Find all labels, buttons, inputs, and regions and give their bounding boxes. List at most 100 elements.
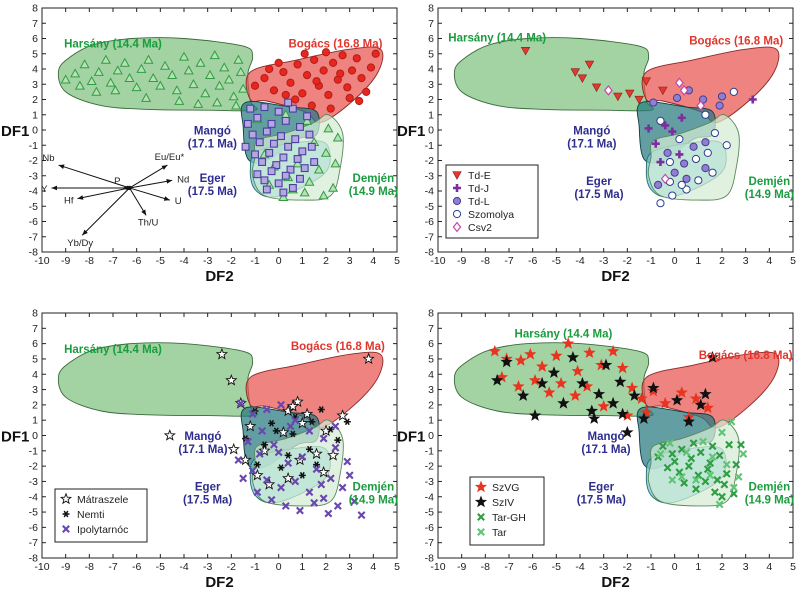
data-point-m-traszele (327, 448, 340, 461)
data-point-tar (734, 472, 743, 481)
y-tick-label: -8 (29, 553, 38, 565)
data-point-ipolytarn-c (305, 488, 314, 497)
x-tick-label: -3 (599, 561, 608, 573)
panel-top-left: -10 -9 -8 -7 -6 -5 -4 -3 -2 -1 0 1 2 3 4 5-8-7-6-5-4-3-… (1, 3, 400, 286)
y-tick-label: -6 (425, 522, 434, 534)
data-point-mang-eger (265, 148, 274, 157)
data-point-hars-ny (219, 62, 230, 72)
data-point-ipolytarn-c (262, 405, 271, 414)
data-point-m-traszele (251, 468, 264, 481)
data-point-tar (718, 428, 726, 437)
data-point-tar-gh (692, 485, 700, 494)
data-point-tar-gh (670, 457, 679, 466)
data-point-szomolya (729, 87, 738, 96)
axis-ticks: -10 -9 -8 -7 -6 -5 -4 -3 -2 -1 0 1 2 3 4 5-8-7-6-5-4-3-… (425, 3, 796, 268)
region-label-demjen: Demjén (353, 482, 395, 494)
y-tick-label: 3 (32, 384, 38, 396)
data-point-tar-gh (703, 465, 712, 474)
data-point-hars-ny (93, 66, 104, 76)
data-point-hars-ny (141, 92, 152, 102)
data-point-mang-eger (279, 188, 288, 197)
data-point-nemti (334, 436, 342, 444)
data-point-td-l (654, 180, 663, 189)
region-label-eger: (17.5 Ma) (577, 495, 626, 507)
legend: SzVG SzIV Tar-GH Tar (469, 476, 545, 546)
y-tick-label: -6 (29, 522, 38, 534)
data-point-bog-cs (291, 95, 300, 104)
region-label-eger: Eger (195, 482, 221, 494)
data-point-m-traszele (239, 453, 252, 466)
x-tick-label: 3 (743, 561, 749, 573)
x-axis-title: DF2 (205, 268, 233, 285)
data-point-tar-gh (725, 440, 734, 449)
data-point-bog-cs (274, 58, 283, 68)
data-point-szomolya (675, 135, 684, 144)
data-point-hars-ny (292, 158, 303, 168)
y-tick-label: -8 (29, 247, 38, 259)
y-tick-label: 8 (428, 3, 434, 15)
data-point-hars-ny (91, 86, 102, 96)
data-point-hars-ny (231, 100, 242, 110)
y-tick-label: 5 (32, 48, 38, 60)
data-point-ipolytarn-c (269, 440, 278, 449)
data-point-hars-ny (223, 74, 235, 84)
panel-top-right: -10 -9 -8 -7 -6 -5 -4 -3 -2 -1 0 1 2 3 4 5-8-7-6-5-4-3-… (397, 3, 796, 286)
data-point-bog-cs (329, 58, 338, 68)
legend-label: Td-L (468, 196, 490, 208)
data-point-bog-cs (265, 64, 274, 74)
data-point-td-e (658, 86, 668, 96)
x-tick-label: -4 (575, 255, 584, 267)
data-point-ipolytarn-c (253, 488, 262, 497)
data-point-hars-ny (105, 77, 116, 87)
data-point-td-l (680, 159, 689, 168)
legend-label: Mátraszele (77, 494, 129, 506)
y-tick-label: -1 (29, 140, 38, 152)
y-tick-label: -2 (29, 155, 38, 167)
data-point-hars-ny (178, 51, 190, 61)
y-tick-label: 4 (32, 64, 38, 76)
data-point-mang-eger (262, 185, 271, 194)
y-tick-label: 2 (428, 94, 434, 106)
y-tick-label: -7 (29, 231, 38, 243)
y-tick-label: 2 (32, 94, 38, 106)
data-point-mang-eger (274, 179, 283, 188)
data-point-td-l (715, 101, 724, 110)
y-tick-label: -4 (29, 491, 38, 503)
legend-label: SzIV (492, 497, 514, 509)
data-point-nemti (284, 452, 292, 459)
data-point-bog-cs (300, 49, 309, 58)
data-point-hars-ny (228, 91, 239, 101)
x-tick-label: 3 (347, 561, 353, 573)
data-point-hars-ny (100, 54, 111, 64)
y-tick-label: 1 (428, 415, 434, 427)
y-tick-label: -7 (29, 537, 38, 549)
y-tick-label: 8 (32, 308, 38, 320)
y-tick-label: -3 (425, 476, 434, 488)
x-tick-label: 0 (672, 561, 678, 573)
region-label-demjen: Demjén (749, 482, 791, 494)
data-point-td-j (675, 150, 684, 159)
data-point-m-traszele (258, 444, 271, 457)
x-tick-label: -8 (481, 255, 490, 267)
data-point-csv2 (696, 100, 706, 111)
y-tick-label: 3 (428, 79, 434, 91)
data-point-szvg (536, 360, 549, 372)
vector-arrowhead (163, 196, 170, 201)
x-tick-label: -2 (227, 561, 236, 573)
data-point-tar-gh (668, 449, 677, 458)
region-bogacs (641, 351, 780, 429)
y-tick-label: -7 (425, 231, 434, 243)
data-point-hars-ny (60, 74, 71, 84)
region-label-harsany: Harsány (14.4 Ma) (64, 39, 162, 51)
x-tick-label: 2 (719, 255, 725, 267)
data-point-mang-eger (251, 150, 259, 159)
data-point-hars-ny (278, 191, 289, 201)
data-point-hars-ny (174, 95, 185, 105)
data-point-bog-cs (319, 66, 328, 75)
data-point-bog-cs (345, 93, 354, 103)
data-point-szvg (616, 361, 629, 374)
legend: Mátraszele Nemti Ipolytarnóc (54, 488, 148, 543)
data-point-sziv (637, 412, 651, 424)
data-point-tar-gh (706, 459, 715, 468)
data-point-szomolya (722, 141, 731, 150)
